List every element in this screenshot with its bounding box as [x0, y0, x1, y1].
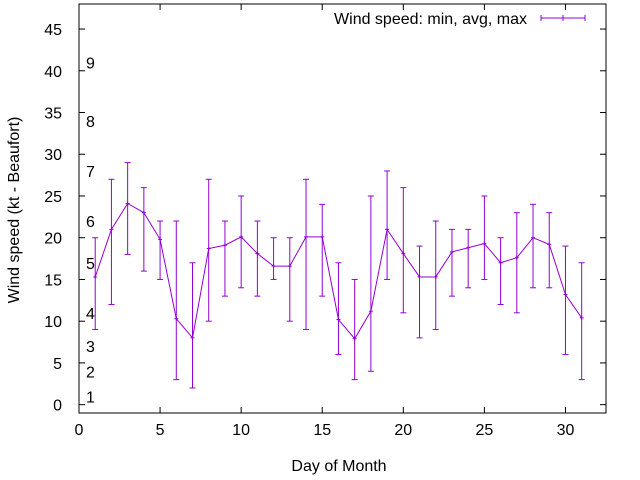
beaufort-label: 1 — [86, 389, 95, 406]
y-tick-label: 10 — [44, 314, 62, 331]
data-point — [92, 237, 99, 331]
y-tick-label: 0 — [53, 398, 62, 415]
data-point — [303, 178, 310, 331]
data-point — [189, 262, 196, 389]
data-point — [124, 162, 131, 255]
plot-frame — [78, 3, 607, 414]
x-tick-label: 30 — [557, 422, 575, 439]
x-tick-label: 10 — [232, 422, 250, 439]
data-point — [448, 228, 455, 297]
data-point — [481, 195, 488, 280]
data-point — [497, 237, 504, 305]
y-tick-label: 35 — [44, 106, 62, 123]
x-tick-label: 25 — [475, 422, 493, 439]
x-axis-ticks: 0 5 10 15 20 25 30 — [75, 4, 575, 439]
data-point — [140, 187, 147, 272]
beaufort-label: 5 — [86, 256, 95, 273]
data-point — [335, 262, 342, 356]
data-point — [173, 220, 180, 381]
data-point — [319, 203, 326, 297]
data-point — [465, 228, 472, 289]
x-tick-label: 0 — [75, 422, 84, 439]
beaufort-label: 3 — [86, 339, 95, 356]
x-tick-label: 20 — [394, 422, 412, 439]
beaufort-label: 6 — [86, 214, 95, 231]
data-point — [221, 220, 228, 297]
series-layer — [92, 162, 585, 389]
beaufort-label: 8 — [86, 114, 95, 131]
beaufort-label: 2 — [86, 364, 95, 381]
data-point — [384, 170, 391, 280]
data-point — [432, 220, 439, 331]
data-point — [238, 195, 245, 289]
data-point — [578, 262, 585, 381]
y-tick-label: 40 — [44, 64, 62, 81]
legend: Wind speed: min, avg, max — [334, 11, 586, 28]
data-point — [546, 212, 553, 289]
beaufort-label: 7 — [86, 164, 95, 181]
data-point — [400, 187, 407, 314]
data-point — [205, 178, 212, 322]
data-point — [367, 195, 374, 372]
data-point — [286, 237, 293, 322]
data-point — [530, 203, 537, 289]
data-point — [157, 220, 164, 280]
y-tick-label: 5 — [53, 356, 62, 373]
x-axis-label: Day of Month — [291, 458, 386, 475]
y-axis-label: Wind speed (kt - Beaufort) — [6, 117, 23, 304]
data-point — [254, 220, 261, 297]
data-point — [513, 212, 520, 314]
data-point — [416, 245, 423, 339]
beaufort-labels: 1 2 3 4 5 6 7 8 9 — [86, 55, 95, 406]
x-tick-label: 5 — [156, 422, 165, 439]
y-tick-label: 45 — [44, 22, 62, 39]
y-tick-label: 30 — [44, 147, 62, 164]
y-tick-label: 25 — [44, 189, 62, 206]
data-point — [351, 278, 358, 381]
data-point — [562, 245, 569, 356]
y-tick-label: 15 — [44, 272, 62, 289]
data-point — [270, 237, 277, 280]
x-tick-label: 15 — [313, 422, 331, 439]
beaufort-label: 4 — [86, 306, 95, 323]
data-point — [108, 178, 115, 305]
beaufort-label: 9 — [86, 55, 95, 72]
legend-label: Wind speed: min, avg, max — [334, 11, 527, 28]
y-tick-label: 20 — [44, 231, 62, 248]
legend-key — [540, 15, 586, 21]
